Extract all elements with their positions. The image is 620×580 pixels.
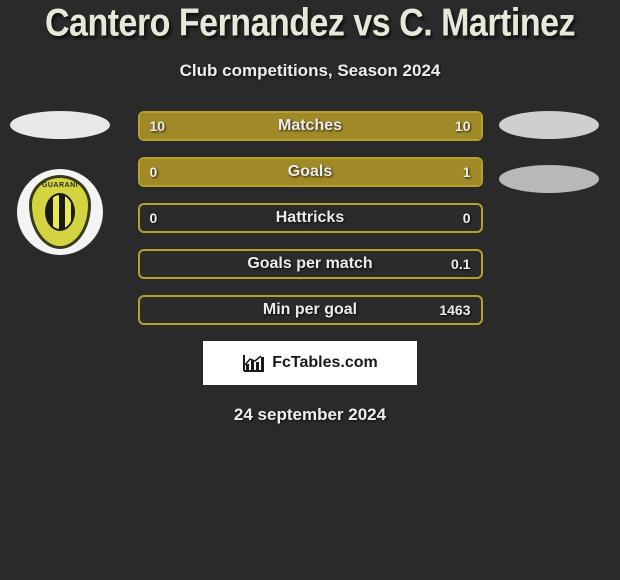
placeholder-ellipse-right-2 [499, 165, 599, 193]
stat-value-right: 10 [455, 113, 471, 139]
stat-value-right: 0.1 [451, 251, 470, 277]
placeholder-ellipse-right-1 [499, 111, 599, 139]
stat-label: Goals [140, 159, 481, 185]
date-label: 24 september 2024 [10, 405, 610, 425]
subtitle: Club competitions, Season 2024 [0, 61, 620, 81]
crest-shield: GUARANI [29, 175, 91, 249]
stat-bars: 10Matches100Goals10Hattricks0Goals per m… [138, 111, 483, 325]
stat-value-right: 1 [463, 159, 471, 185]
branding-text: FcTables.com [272, 354, 378, 372]
stat-value-right: 0 [463, 205, 471, 231]
crest-label: GUARANI [42, 182, 78, 189]
stat-row: 10Matches10 [138, 111, 483, 141]
stat-label: Hattricks [140, 205, 481, 231]
bar-chart-icon [242, 353, 266, 373]
placeholder-ellipse-left [10, 111, 110, 139]
content-area: GUARANI 10Matches100Goals10Hattricks0Goa… [0, 111, 620, 425]
page-title: Cantero Fernandez vs C. Martinez [0, 1, 620, 46]
stat-label: Goals per match [140, 251, 481, 277]
stat-row: Goals per match0.1 [138, 249, 483, 279]
player-right-logo-column [499, 111, 599, 193]
stat-row: 0Hattricks0 [138, 203, 483, 233]
branding-banner[interactable]: FcTables.com [203, 341, 417, 385]
stat-label: Min per goal [140, 297, 481, 323]
stat-label: Matches [140, 113, 481, 139]
stat-row: 0Goals1 [138, 157, 483, 187]
stat-row: Min per goal1463 [138, 295, 483, 325]
crest-stripes-icon [45, 193, 75, 231]
club-crest-guarani: GUARANI [17, 169, 103, 255]
player-left-logo-column: GUARANI [10, 111, 110, 255]
comparison-card: Cantero Fernandez vs C. Martinez Club co… [0, 0, 620, 425]
stat-value-right: 1463 [439, 297, 470, 323]
